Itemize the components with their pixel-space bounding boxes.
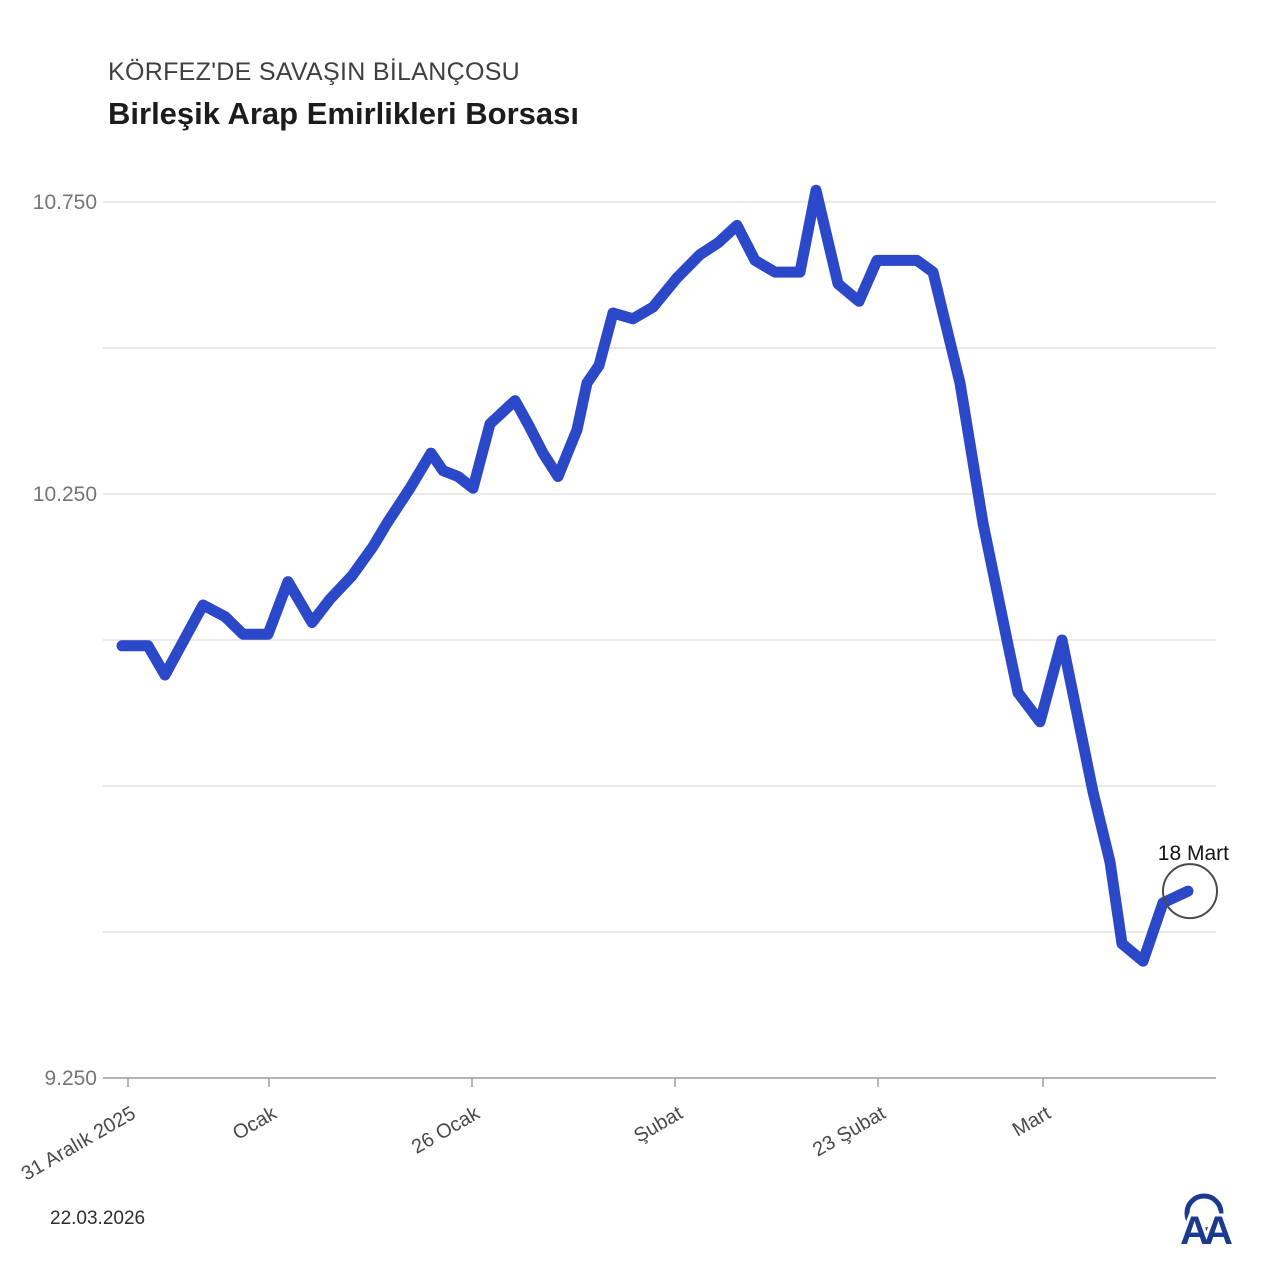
x-tick-label: Mart: [1009, 1102, 1055, 1141]
y-tick-label: 10.750: [33, 191, 97, 214]
anadolu-agency-logo: AA: [1172, 1188, 1240, 1256]
chart-title: Birleşik Arap Emirlikleri Borsası: [108, 96, 579, 131]
kicker-text: KÖRFEZ'DE SAVAŞIN BİLANÇOSU: [108, 58, 521, 86]
x-tick-label: 26 Ocak: [408, 1102, 484, 1159]
aa-logo-ring: [1184, 1193, 1224, 1233]
data-line: [116, 184, 1194, 967]
annotation-circle: [1162, 863, 1218, 920]
x-tick-label: 23 Şubat: [809, 1102, 890, 1161]
y-tick-label: 10.250: [33, 483, 97, 506]
x-tick-label: Şubat: [630, 1102, 687, 1147]
x-tick-label: Ocak: [229, 1102, 281, 1145]
aa-logo-letters: AA: [1180, 1209, 1232, 1248]
y-tick-label: 9.250: [44, 1067, 97, 1090]
publish-date: 22.03.2026: [50, 1208, 146, 1229]
header: KÖRFEZ'DE SAVAŞIN BİLANÇOSU Birleşik Ara…: [108, 58, 579, 132]
x-tick-label: 31 Aralık 2025: [18, 1102, 140, 1185]
annotation-label: 18 Mart: [1158, 842, 1229, 865]
aa-logo-graphic: AA: [1177, 1193, 1240, 1256]
